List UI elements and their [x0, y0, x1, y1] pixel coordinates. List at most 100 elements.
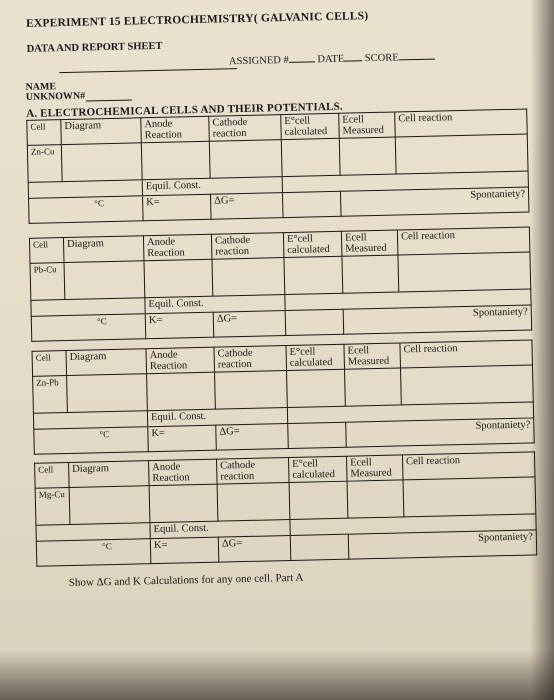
- spontaneity-label: Spontaniety?: [470, 188, 526, 201]
- k-label: K=: [148, 314, 163, 327]
- k-field[interactable]: K=: [142, 194, 212, 221]
- cathode-reaction-field[interactable]: [211, 257, 285, 297]
- temperature-unit: °C: [102, 541, 112, 552]
- ecell-field[interactable]: [339, 137, 397, 176]
- cell-reaction-field[interactable]: [403, 476, 536, 517]
- e0cell-calculated-label: E°cell calculated: [280, 113, 340, 140]
- k-field[interactable]: K=: [147, 425, 217, 452]
- cell-reaction-label: Cell reaction: [399, 339, 533, 368]
- spontaneity-field[interactable]: Spontaniety?: [348, 529, 537, 560]
- temperature-unit: °C: [94, 198, 105, 209]
- cell-reaction-field[interactable]: [397, 251, 531, 292]
- diagram-field[interactable]: [64, 260, 145, 300]
- delta-g-label: ΔG=: [214, 195, 235, 207]
- spontaneity-field[interactable]: Spontaniety?: [340, 187, 529, 217]
- cathode-reaction-field[interactable]: [209, 139, 283, 179]
- e0cell-calculated-label: E°cell calculated: [285, 344, 345, 371]
- ecell-field[interactable]: [347, 479, 404, 519]
- spontaneity-label: Spontaniety?: [472, 306, 528, 319]
- cathode-reaction-field[interactable]: [214, 370, 288, 410]
- experiment-title: EXPERIMENT 15 ELECTROCHEMISTRY( GALVANIC…: [25, 10, 369, 30]
- diagram-label: Diagram: [60, 117, 142, 145]
- cell-reaction-field[interactable]: [395, 134, 529, 175]
- delta-g-field[interactable]: ΔG=: [213, 310, 286, 338]
- ecell-field[interactable]: [341, 254, 399, 294]
- temperature-field[interactable]: °C: [31, 313, 146, 342]
- temperature-unit: °C: [96, 316, 107, 327]
- k-field[interactable]: K=: [150, 537, 219, 564]
- delta-g-field[interactable]: ΔG=: [210, 192, 284, 220]
- delta-g-label: ΔG=: [216, 313, 238, 325]
- e0cell-field[interactable]: [281, 138, 341, 177]
- page-bottom-shadow: [0, 650, 554, 700]
- page-edge-shadow: [530, 0, 554, 700]
- delta-g-field[interactable]: ΔG=: [215, 423, 289, 451]
- temperature-field[interactable]: °C: [36, 538, 151, 567]
- spontaneity-label: Spontaniety?: [475, 419, 531, 432]
- cell-reaction-label: Cell reaction: [394, 109, 528, 138]
- delta-g-label: ΔG=: [219, 426, 240, 438]
- e0cell-calculated-label: E°cell calculated: [283, 231, 342, 258]
- diagram-label: Diagram: [68, 460, 150, 488]
- diagram-field[interactable]: [69, 485, 150, 525]
- e0cell-field[interactable]: [286, 369, 346, 408]
- cell-reaction-field[interactable]: [400, 364, 534, 405]
- cell-column-label: Cell: [32, 350, 67, 377]
- anode-reaction-field[interactable]: [149, 484, 218, 523]
- e0cell-calculated-label: E°cell calculated: [288, 456, 348, 483]
- unknown-label: UNKNOWN#: [25, 90, 86, 103]
- date-label: DATE: [317, 53, 345, 66]
- cell-column-label: Cell: [26, 119, 62, 146]
- anode-reaction-label: Anode Reaction: [148, 459, 218, 486]
- cell-table-4: Cell Diagram Anode Reaction Cathode reac…: [34, 451, 537, 567]
- cathode-reaction-field[interactable]: [217, 482, 290, 522]
- anode-reaction-label: Anode Reaction: [143, 234, 212, 261]
- cell-table-2: Cell Diagram Anode Reaction Cathode reac…: [29, 226, 532, 342]
- cathode-reaction-label: Cathode reaction: [213, 345, 287, 373]
- cell-reaction-label: Cell reaction: [397, 226, 530, 255]
- cell-pair-label: Zn-Pb: [32, 375, 68, 414]
- blank-cell: [290, 534, 349, 561]
- anode-reaction-label: Anode Reaction: [145, 347, 215, 374]
- assigned-label: ASSIGNED #: [228, 54, 289, 68]
- name-underline: [59, 68, 238, 74]
- anode-reaction-field[interactable]: [143, 259, 213, 298]
- temperature-field[interactable]: °C: [28, 195, 144, 224]
- ecell-field[interactable]: [344, 367, 402, 407]
- assigned-date-score-line: ASSIGNED # DATE SCORE: [228, 52, 435, 68]
- spontaneity-field[interactable]: Spontaniety?: [343, 304, 532, 335]
- ecell-measured-label: Ecell Measured: [343, 342, 401, 370]
- blank-cell: [287, 422, 347, 449]
- unknown-underline: [85, 99, 132, 102]
- temperature-unit: °C: [99, 429, 110, 440]
- cathode-reaction-label: Cathode reaction: [216, 457, 290, 485]
- anode-reaction-label: Anode Reaction: [140, 116, 210, 143]
- cathode-reaction-label: Cathode reaction: [208, 114, 282, 142]
- cell-column-label: Cell: [34, 462, 70, 489]
- spontaneity-field[interactable]: Spontaniety?: [345, 417, 535, 448]
- diagram-field[interactable]: [66, 373, 148, 413]
- blank-cell: [282, 191, 342, 218]
- cell-pair-label: Pb-Cu: [30, 262, 65, 301]
- cell-table-1: Cell Diagram Anode Reaction Cathode reac…: [26, 109, 529, 224]
- e0cell-field[interactable]: [283, 256, 343, 295]
- delta-g-label: ΔG=: [221, 538, 243, 550]
- k-label: K=: [146, 196, 160, 209]
- spontaneity-label: Spontaniety?: [477, 531, 533, 544]
- cathode-reaction-label: Cathode reaction: [211, 232, 284, 260]
- diagram-label: Diagram: [63, 235, 144, 263]
- blank-cell: [285, 309, 344, 336]
- k-field[interactable]: K=: [145, 312, 214, 339]
- anode-reaction-field[interactable]: [146, 372, 216, 411]
- k-label: K=: [151, 427, 166, 440]
- diagram-label: Diagram: [66, 348, 147, 376]
- cell-column-label: Cell: [29, 237, 65, 264]
- delta-g-field[interactable]: ΔG=: [218, 535, 291, 563]
- temperature-field[interactable]: °C: [33, 426, 149, 455]
- score-label: SCORE: [364, 52, 399, 65]
- e0cell-field[interactable]: [289, 481, 348, 520]
- anode-reaction-field[interactable]: [141, 141, 211, 180]
- diagram-field[interactable]: [61, 142, 143, 182]
